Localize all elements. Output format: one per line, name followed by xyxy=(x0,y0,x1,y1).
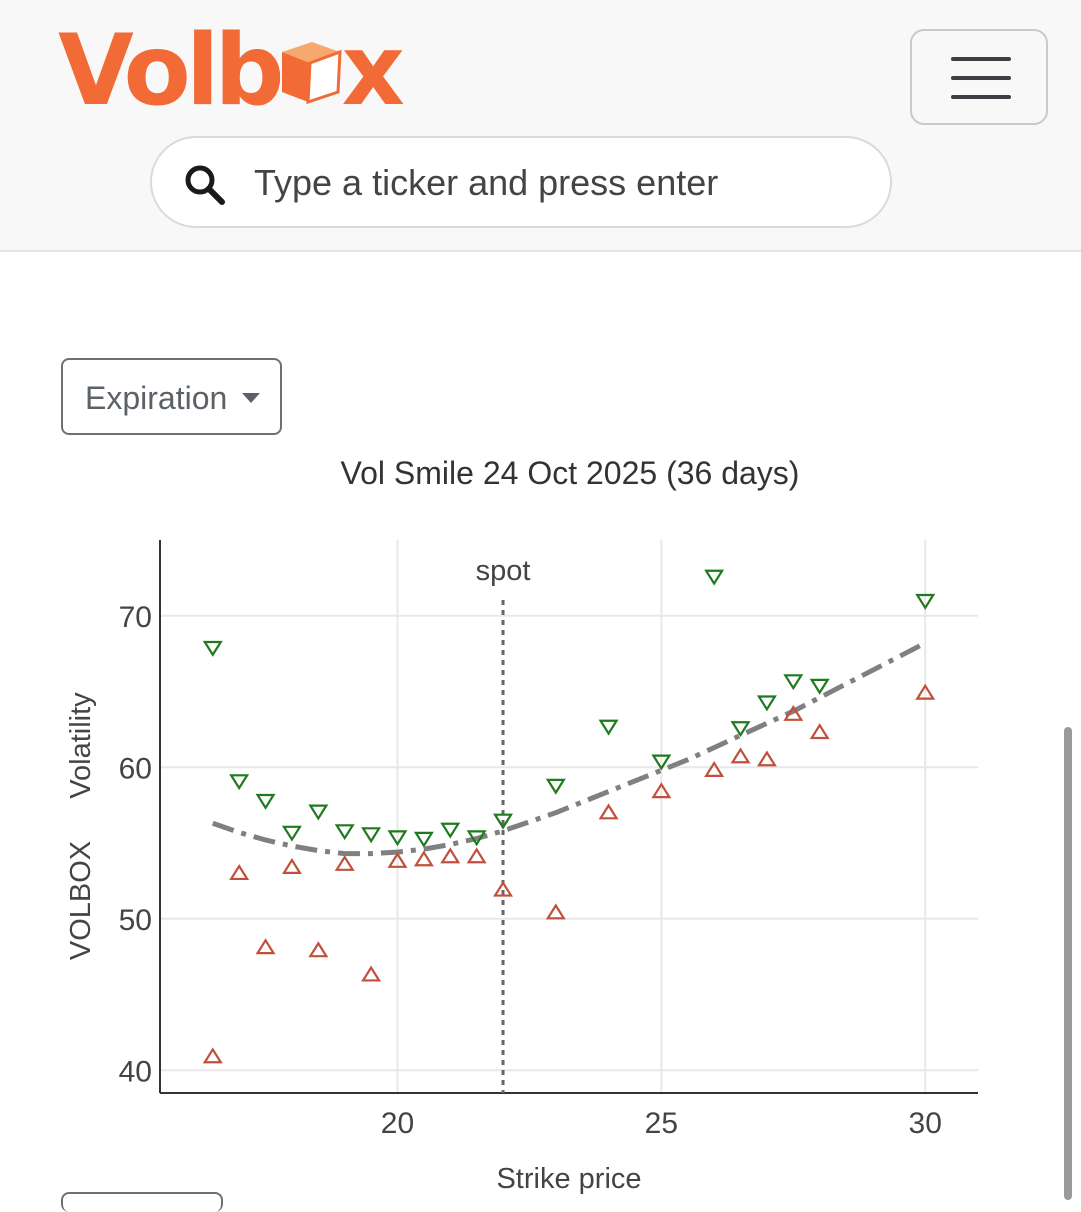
ask-vol-marker xyxy=(783,674,804,691)
ask-vol-marker xyxy=(545,778,566,795)
ask-vol-marker xyxy=(466,830,487,847)
chevron-down-icon xyxy=(242,393,260,403)
ask-vol-marker xyxy=(651,754,672,771)
y-tick-label: 50 xyxy=(119,904,152,937)
y-axis-label-part: VOLBOX xyxy=(65,841,97,960)
bid-vol-marker xyxy=(493,880,514,897)
ask-vol-marker xyxy=(202,640,223,657)
x-axis-label: Strike price xyxy=(496,1163,641,1195)
bid-vol-marker xyxy=(308,941,329,958)
bid-vol-marker xyxy=(598,803,619,820)
bid-vol-marker xyxy=(202,1047,223,1064)
ask-vol-marker xyxy=(756,695,777,712)
y-tick-label: 60 xyxy=(119,752,152,785)
bid-vol-marker xyxy=(809,723,830,740)
y-axis-label: VOLBOX Volatility xyxy=(65,692,97,960)
ask-vol-marker xyxy=(281,825,302,842)
bid-vol-marker xyxy=(545,903,566,920)
ask-vol-marker xyxy=(361,827,382,844)
bid-vol-marker xyxy=(915,683,936,700)
bid-vol-marker xyxy=(281,857,302,874)
ask-vol-marker xyxy=(493,813,514,830)
search-icon xyxy=(185,165,225,205)
volbox-logo[interactable]: Volb x xyxy=(58,22,405,120)
x-tick-label: 30 xyxy=(909,1107,942,1140)
bid-vol-marker xyxy=(756,750,777,767)
bid-vol-marker xyxy=(334,854,355,871)
expiration-dropdown[interactable]: Expiration xyxy=(61,358,282,435)
ask-vol-marker xyxy=(440,822,461,839)
ask-vol-marker xyxy=(308,804,329,821)
ask-vol-marker xyxy=(387,830,408,847)
logo-text-vol: Volb xyxy=(58,14,285,128)
bid-vol-marker xyxy=(783,704,804,721)
y-tick-label: 40 xyxy=(119,1055,152,1088)
logo-text-x: x xyxy=(341,14,405,128)
chart-title: Vol Smile 24 Oct 2025 (36 days) xyxy=(340,455,800,491)
ask-vol-marker xyxy=(255,793,276,810)
hamburger-icon-bar xyxy=(951,76,1011,80)
bid-vol-marker xyxy=(361,965,382,982)
menu-button[interactable] xyxy=(910,29,1048,125)
y-axis-label-part: Volatility xyxy=(65,692,97,799)
bid-vol-marker xyxy=(730,747,751,764)
bid-vol-marker xyxy=(255,938,276,955)
ticker-search-input[interactable] xyxy=(254,156,854,210)
ask-vol-marker xyxy=(334,824,355,841)
bid-vol-marker xyxy=(387,851,408,868)
bid-vol-marker xyxy=(651,782,672,799)
fit-line xyxy=(211,640,927,857)
ask-vol-marker xyxy=(915,593,936,610)
y-tick-label: 70 xyxy=(119,601,152,634)
partial-button[interactable] xyxy=(61,1192,223,1212)
ask-vol-marker xyxy=(413,831,434,848)
ask-vol-marker xyxy=(730,721,751,738)
bid-vol-marker xyxy=(440,847,461,864)
ask-vol-marker xyxy=(229,774,250,791)
bid-vol-marker xyxy=(466,847,487,864)
search-bar[interactable] xyxy=(150,136,892,228)
cube-icon xyxy=(281,42,342,105)
hamburger-icon-bar xyxy=(951,95,1011,99)
hamburger-icon xyxy=(951,57,1011,61)
ask-vol-marker xyxy=(809,678,830,695)
bid-vol-marker xyxy=(413,850,434,867)
expiration-label: Expiration xyxy=(85,380,228,416)
spot-label: spot xyxy=(476,555,531,587)
bid-vol-marker xyxy=(229,864,250,881)
x-tick-label: 20 xyxy=(381,1107,414,1140)
scrollbar[interactable] xyxy=(1064,727,1072,1200)
x-tick-label: 25 xyxy=(645,1107,678,1140)
ask-vol-marker xyxy=(598,719,619,736)
top-header: Volb x xyxy=(0,0,1081,252)
ask-vol-marker xyxy=(704,569,725,586)
bid-vol-marker xyxy=(704,761,725,777)
